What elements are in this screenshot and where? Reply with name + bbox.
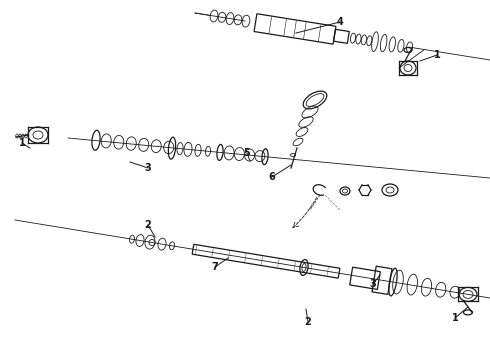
Text: 1: 1 xyxy=(452,313,458,323)
Text: 2: 2 xyxy=(305,317,311,327)
Text: 3: 3 xyxy=(369,279,376,289)
Text: 5: 5 xyxy=(244,148,250,158)
Text: 4: 4 xyxy=(337,17,343,27)
Text: 1: 1 xyxy=(19,138,25,148)
Text: 7: 7 xyxy=(212,262,219,272)
Text: 3: 3 xyxy=(145,163,151,173)
Text: 6: 6 xyxy=(269,172,275,182)
Text: 1: 1 xyxy=(434,50,441,60)
Text: 2: 2 xyxy=(145,220,151,230)
